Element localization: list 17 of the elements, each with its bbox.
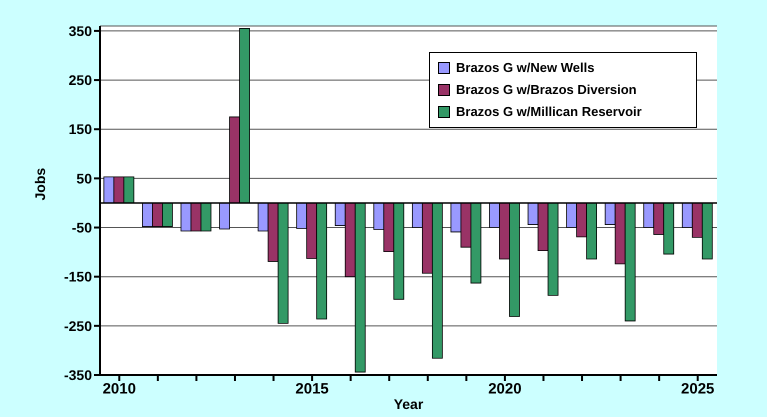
y-axis-title: Jobs xyxy=(32,168,48,200)
x-tick-label: 2020 xyxy=(488,380,522,398)
x-tick-label: 2025 xyxy=(681,380,714,398)
y-tick-label: 50 xyxy=(76,170,92,186)
x-axis-title: Year xyxy=(394,396,424,412)
legend-label: Brazos G w/Brazos Diversion xyxy=(456,81,637,99)
y-tick-label: -150 xyxy=(64,268,92,285)
y-tick-label: -350 xyxy=(64,366,92,383)
y-tick-label: -250 xyxy=(64,318,92,334)
legend-label: Brazos G w/New Wells xyxy=(456,59,594,77)
y-tick-label: -50 xyxy=(72,220,92,236)
x-tick-label: 2015 xyxy=(295,380,329,398)
y-tick-label: 250 xyxy=(68,72,92,88)
legend-label: Brazos G w/Millican Reservoir xyxy=(456,103,642,121)
y-tick-label: 150 xyxy=(68,121,92,138)
x-tick-label: 2010 xyxy=(102,380,136,398)
y-tick-label: 350 xyxy=(68,22,92,39)
